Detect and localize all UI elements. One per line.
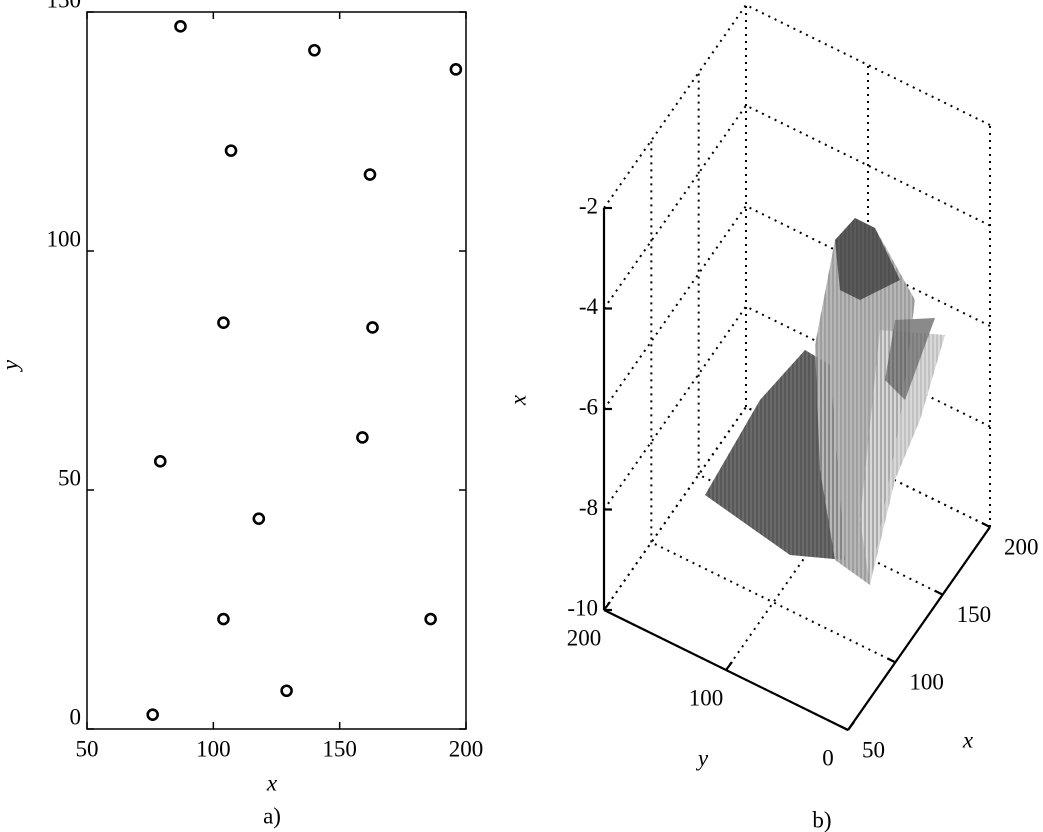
x-tick-label: 200: [449, 736, 484, 761]
z-tick-label: -8: [579, 495, 598, 520]
x-tick-label: 150: [957, 602, 992, 627]
x-tick: [934, 589, 944, 596]
y-axis: [603, 609, 849, 731]
point: [217, 316, 230, 330]
point: [366, 321, 379, 334]
z-tick-label: -6: [579, 394, 598, 419]
y-axis-label: y: [696, 745, 709, 770]
y-tick-label: 0: [822, 745, 834, 770]
y-tick: [725, 661, 733, 671]
point: [356, 431, 369, 444]
point: [252, 512, 266, 525]
grid-line: [603, 205, 747, 410]
x-tick: [886, 657, 896, 664]
y-tick-label: 200: [567, 625, 602, 650]
x-axis-label: x: [962, 727, 974, 752]
point: [424, 612, 437, 626]
x-tick-label: 150: [322, 736, 357, 761]
x-tick-label: 100: [196, 736, 231, 761]
y-tick-label: 100: [689, 685, 724, 710]
grid-line: [603, 4, 747, 209]
point: [217, 612, 230, 626]
y-axis-label: y: [0, 359, 22, 372]
x-tick-label: 100: [909, 670, 944, 695]
point: [146, 708, 159, 721]
x-axis-label: x: [266, 770, 278, 795]
point: [280, 684, 293, 698]
y-tick-label: 50: [58, 465, 81, 490]
z-tick-label: -4: [579, 294, 599, 319]
z-axis-label: x: [505, 394, 530, 406]
y-tick-label: 0: [70, 704, 82, 729]
point: [224, 144, 238, 157]
caption: b): [812, 807, 831, 832]
x-tick: [981, 522, 991, 528]
x-tick-label: 50: [76, 736, 99, 761]
point: [308, 43, 321, 57]
caption: a): [263, 803, 281, 828]
grid-line: [603, 104, 747, 310]
x-tick-label: 200: [1004, 534, 1039, 559]
point: [174, 20, 187, 33]
z-tick-label: -2: [579, 193, 598, 218]
point: [153, 455, 167, 468]
y-tick-label: 100: [47, 226, 82, 251]
x-axis: [847, 526, 991, 731]
z-tick-label: -10: [567, 595, 598, 620]
y-tick-label: 150: [47, 0, 82, 12]
surface: [705, 218, 945, 585]
point: [449, 63, 463, 76]
plot-frame: [86, 11, 467, 730]
x-tick-label: 50: [862, 737, 885, 762]
point: [363, 168, 377, 181]
